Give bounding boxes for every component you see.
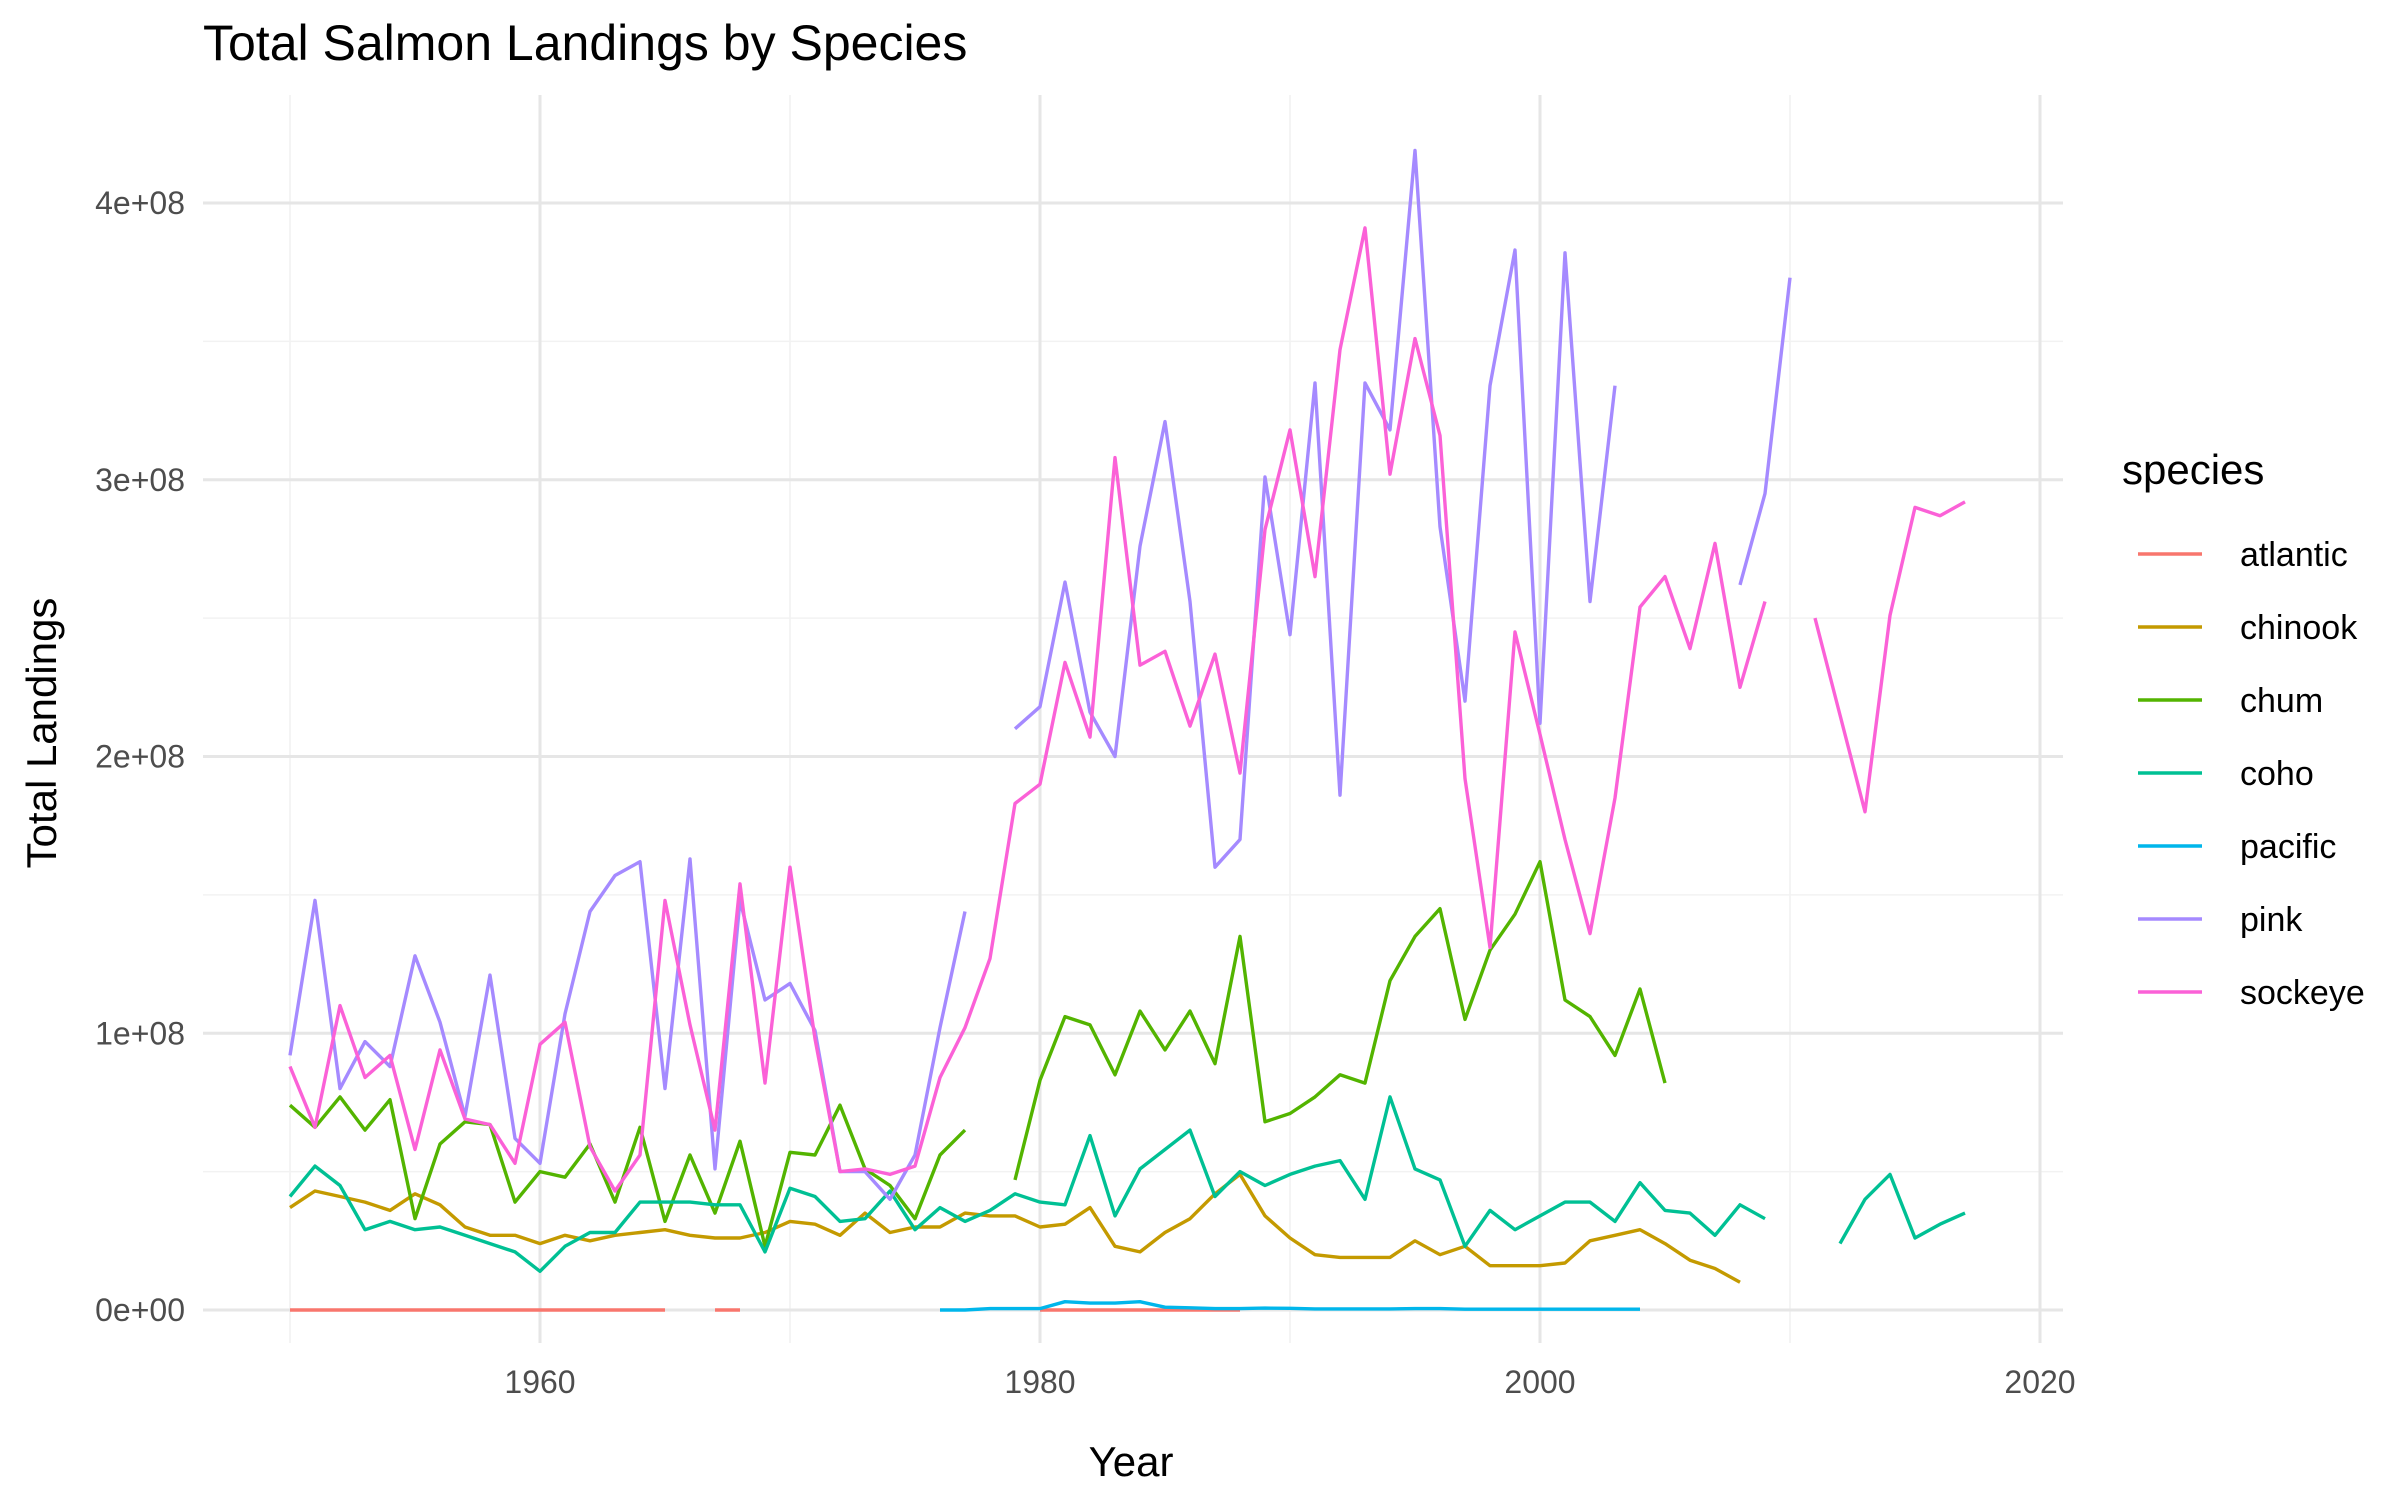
legend-item-pacific: pacific (2138, 828, 2336, 866)
series-line-coho (288, 1095, 1766, 1274)
grid (203, 95, 2063, 1343)
x-tick-label: 2020 (2004, 1364, 2075, 1400)
legend-label-pink: pink (2240, 901, 2303, 939)
legend-label-pacific: pacific (2240, 828, 2336, 866)
legend-item-chum: chum (2138, 682, 2323, 720)
legend-label-chinook: chinook (2240, 609, 2358, 647)
legend-label-atlantic: atlantic (2240, 536, 2348, 574)
series-line-pink (1013, 148, 1617, 869)
legend-label-chum: chum (2240, 682, 2323, 720)
series-line-pink (288, 857, 967, 1202)
legend-item-coho: coho (2138, 755, 2314, 793)
y-tick-label: 4e+08 (95, 185, 185, 221)
legend-title: species (2122, 446, 2264, 493)
y-axis: 0e+00 1e+08 2e+08 3e+08 4e+08 (95, 185, 185, 1328)
legend-label-coho: coho (2240, 755, 2314, 793)
y-axis-title: Total Landings (18, 598, 65, 869)
series-line-chinook (289, 1172, 1741, 1284)
series-line-chum (288, 1095, 967, 1249)
series-line-pacific (940, 1299, 1640, 1312)
legend-items: atlantic chinook chum coho pacific pink sockey… (2138, 536, 2365, 1012)
series-layer (288, 148, 1966, 1312)
series-line-pink (1738, 277, 1792, 586)
legend-item-chinook: chinook (2138, 609, 2358, 647)
series-sockeye (288, 226, 1966, 1193)
legend-item-atlantic: atlantic (2138, 536, 2348, 574)
y-tick-label: 1e+08 (95, 1015, 185, 1051)
series-line-sockeye (288, 226, 1767, 1193)
series-line-sockeye (1813, 500, 1966, 814)
x-tick-label: 1980 (1004, 1364, 1075, 1400)
chart-title: Total Salmon Landings by Species (203, 15, 967, 71)
series-line-chum (1013, 860, 1667, 1181)
x-axis-title: Year (1089, 1438, 1174, 1485)
series-pacific (940, 1299, 1640, 1312)
legend: species atlantic chinook chum coho pacific pi… (2122, 446, 2365, 1012)
series-coho (288, 1095, 1966, 1274)
legend-item-sockeye: sockeye (2138, 974, 2365, 1012)
series-chinook (289, 1172, 1741, 1284)
legend-label-sockeye: sockeye (2240, 974, 2365, 1012)
x-axis: 1960 1980 2000 2020 (504, 1364, 2075, 1400)
y-tick-label: 0e+00 (95, 1292, 185, 1328)
x-tick-label: 2000 (1504, 1364, 1575, 1400)
legend-item-pink: pink (2138, 901, 2303, 939)
x-tick-label: 1960 (504, 1364, 575, 1400)
series-line-coho (1838, 1172, 1966, 1245)
series-chum (288, 860, 1667, 1249)
y-tick-label: 3e+08 (95, 462, 185, 498)
y-tick-label: 2e+08 (95, 739, 185, 775)
